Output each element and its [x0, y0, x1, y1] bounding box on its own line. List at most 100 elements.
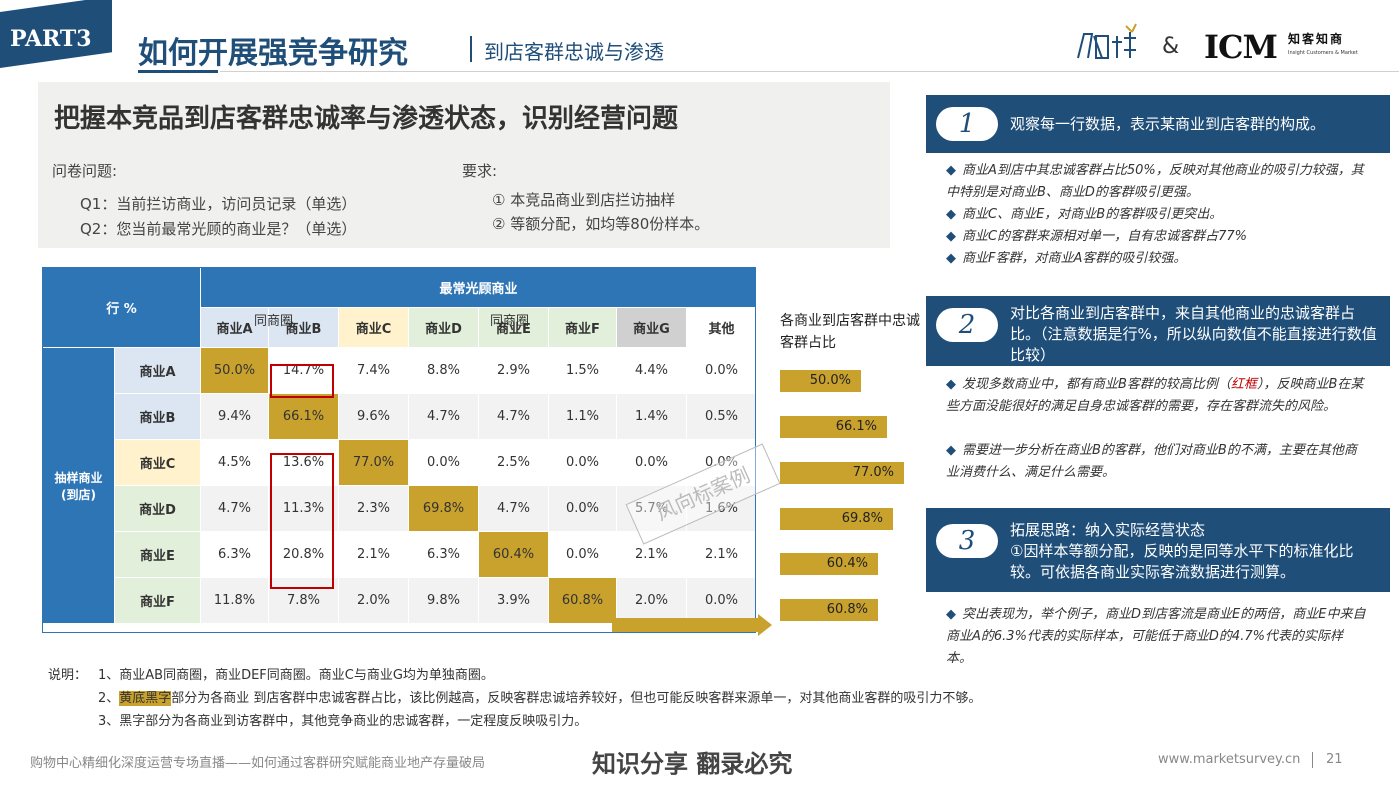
table-cell: 5.7% — [616, 485, 687, 532]
question-2: Q2：您当前最常光顾的商业是？（单选） — [80, 220, 357, 238]
table-cell: 20.8% — [268, 531, 339, 578]
diamond-icon: ◆ — [946, 207, 956, 222]
insight-box-1-text: 观察每一行数据，表示某商业到店客群的构成。 — [1010, 115, 1326, 133]
table-cell: 4.4% — [616, 347, 687, 394]
footer-url[interactable]: www.marketsurvey.cn — [1158, 752, 1301, 767]
loyalty-bar: 66.1% — [780, 416, 887, 438]
table-cell: 9.4% — [200, 393, 269, 440]
intro-panel — [38, 82, 890, 248]
table-cell: 0.0% — [616, 439, 687, 486]
table-cell: 2.5% — [478, 439, 549, 486]
page-title: 如何开展强竞争研究 — [138, 36, 408, 71]
loyalty-bar: 60.4% — [780, 553, 878, 575]
table-cell: 6.3% — [408, 531, 479, 578]
column-group-header: 最常光顾商业 — [200, 267, 757, 308]
arrow-head-icon — [758, 614, 772, 636]
row-label: 商业D — [114, 485, 201, 532]
table-cell: 13.6% — [268, 439, 339, 486]
notes-prefix: 说明： — [48, 668, 88, 683]
table-cell: 0.0% — [408, 439, 479, 486]
loyalty-bar: 60.8% — [780, 599, 878, 621]
loyalty-title: 各商业到店客群中忠诚客群占比 — [780, 313, 920, 351]
table-cell: 4.5% — [200, 439, 269, 486]
col-header: 其他 — [686, 307, 757, 348]
table-cell: 2.0% — [338, 577, 409, 624]
insight-box-3-line1: 拓展思路：纳入实际经营状态 — [1010, 521, 1206, 539]
row-group-header: 抽样商业 (到店) — [42, 347, 115, 624]
page-subtitle: 到店客群忠诚与渗透 — [484, 40, 664, 64]
arrow-bar — [612, 618, 760, 632]
table-cell: 2.9% — [478, 347, 549, 394]
zhikezhishang-logo: 知客知商 — [1288, 32, 1345, 46]
box1-bullet: ◆ 商业C的客群来源相对单一，自有忠诚客群占77% — [946, 229, 1247, 244]
header-divider — [220, 71, 1399, 72]
note-2: 2、黄底黑字部分为各商业 到店客群中忠诚客群占比，该比例越高，反映客群忠诚培养较… — [98, 687, 981, 706]
table-cell: 2.1% — [686, 531, 757, 578]
crosstab-table: 行 % 最常光顾商业 商业A 商业B 商业C 商业D 商业E 商业F 商业G 其… — [42, 267, 757, 624]
box3-bullet: ◆ 突出表现为，举个例子，商业D到店客流是商业E的两倍，商业E中来自商业A的6.3… — [946, 607, 1366, 666]
insight-box-2-text: 对比各商业到店客群中，来自其他商业的忠诚客群占比。（注意数据是行%，所以纵向数值… — [1010, 304, 1377, 364]
row-label: 商业F — [114, 577, 201, 624]
table-cell: 11.8% — [200, 577, 269, 624]
diamond-icon: ◆ — [946, 377, 956, 392]
table-cell: 7.8% — [268, 577, 339, 624]
table-cell: 2.0% — [616, 577, 687, 624]
table-cell: 77.0% — [338, 439, 409, 486]
table-cell: 7.4% — [338, 347, 409, 394]
questionnaire-label: 问卷问题: — [52, 162, 118, 180]
requirement-1: ① 本竞品商业到店拦访抽样 — [492, 191, 676, 209]
table-cell: 0.0% — [686, 347, 757, 394]
same-circle-label-de: 同商圈 — [490, 314, 530, 329]
table-cell: 0.0% — [548, 531, 617, 578]
question-1: Q1：当前拦访商业，访问员记录（单选） — [80, 195, 357, 213]
step-number-2: 2 — [936, 308, 998, 342]
table-cell: 1.4% — [616, 393, 687, 440]
note-2-highlight: 黄底黑字 — [119, 691, 172, 706]
red-highlight-box — [270, 364, 334, 398]
table-cell: 50.0% — [200, 347, 269, 394]
diamond-icon: ◆ — [946, 607, 956, 622]
row-label: 商业A — [114, 347, 201, 394]
page-number: 21 — [1326, 752, 1343, 767]
table-corner: 行 % — [42, 267, 201, 348]
title-underline — [138, 70, 218, 73]
footer-title: 购物中心精细化深度运营专场直播——如何通过客群研究赋能商业地产存量破局 — [30, 756, 486, 771]
table-cell: 8.8% — [408, 347, 479, 394]
footer-divider — [1312, 752, 1313, 768]
icm-logo: ICM — [1204, 28, 1278, 66]
box1-bullet: ◆ 商业A到店中其忠诚客群占比50%，反映对其他商业的吸引力较强，其中特别是对商业… — [946, 163, 1364, 200]
panel-title: 把握本竞品到店客群忠诚率与渗透状态，识别经营问题 — [54, 104, 679, 134]
footer-copyright: 知识分享 翻录必究 — [592, 750, 793, 778]
note-3: 3、黑字部分为各商业到访客群中，其他竞争商业的忠诚客群，一定程度反映吸引力。 — [98, 714, 588, 729]
row-label: 商业C — [114, 439, 201, 486]
note-2-num: 2、 — [98, 691, 120, 706]
table-cell: 66.1% — [268, 393, 339, 440]
loyalty-bar: 77.0% — [780, 462, 904, 484]
note-2-text: 部分为各商业 到店客群中忠诚客群占比，该比例越高，反映客群忠诚培养较好，但也可能… — [171, 691, 982, 706]
step-number-1: 1 — [936, 107, 998, 141]
table-cell: 4.7% — [478, 485, 549, 532]
table-cell: 0.0% — [686, 577, 757, 624]
diamond-icon: ◆ — [946, 163, 956, 178]
fengxiangbiao-logo — [1077, 23, 1137, 59]
loyalty-bar: 69.8% — [780, 508, 893, 530]
col-header: 商业F — [548, 307, 617, 348]
red-highlight-box — [270, 453, 334, 589]
diamond-icon: ◆ — [946, 229, 956, 244]
table-cell: 1.5% — [548, 347, 617, 394]
table-cell: 4.7% — [408, 393, 479, 440]
row-label: 商业E — [114, 531, 201, 578]
ampersand: & — [1162, 34, 1180, 59]
table-cell: 9.8% — [408, 577, 479, 624]
note-1: 1、商业AB同商圈，商业DEF同商圈。商业C与商业G均为单独商圈。 — [98, 668, 494, 683]
table-cell: 2.3% — [338, 485, 409, 532]
col-header: 商业D — [408, 307, 479, 348]
zhikezhishang-logo-en: Insight Customers & Market — [1288, 50, 1358, 56]
row-label: 商业B — [114, 393, 201, 440]
insight-box-3: 3 拓展思路：纳入实际经营状态 ①因样本等额分配，反映的是同等水平下的标准化比较… — [926, 508, 1390, 592]
diamond-icon: ◆ — [946, 443, 956, 458]
part-label: PART3 — [10, 26, 92, 52]
col-header: 商业B — [268, 307, 339, 348]
table-cell: 0.5% — [686, 393, 757, 440]
box1-bullet: ◆ 商业F客群，对商业A客群的吸引较强。 — [946, 251, 1187, 266]
